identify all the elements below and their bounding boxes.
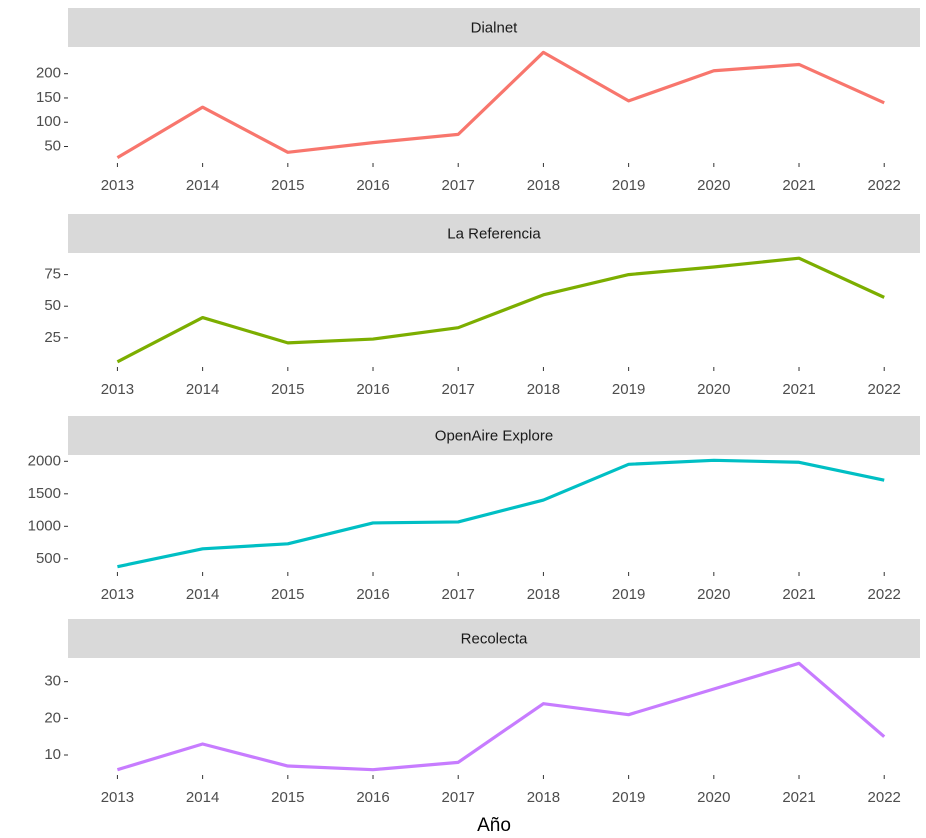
x-tick-label: 2015	[271, 177, 304, 194]
x-tick-label: 2022	[868, 381, 901, 398]
strip	[68, 8, 920, 47]
panel-title: OpenAire Explore	[435, 427, 553, 444]
x-tick-label: 2017	[442, 789, 475, 806]
x-tick-label: 2014	[186, 789, 219, 806]
x-tick-label: 2020	[697, 789, 730, 806]
strip	[68, 416, 920, 455]
data-line	[116, 50, 885, 160]
x-tick-label: 2016	[356, 177, 389, 194]
x-tick-label: 2018	[527, 789, 560, 806]
x-tick-label: 2018	[527, 381, 560, 398]
x-tick-label: 2022	[868, 586, 901, 603]
x-tick-label: 2022	[868, 177, 901, 194]
panel-title: La Referencia	[447, 225, 541, 242]
x-tick-label: 2015	[271, 586, 304, 603]
x-tick-label: 2014	[186, 177, 219, 194]
y-tick-label: 75	[44, 266, 61, 283]
y-tick-label: 100	[36, 113, 61, 130]
x-tick-label: 2021	[782, 177, 815, 194]
x-tick-label: 2013	[101, 586, 134, 603]
x-tick-label: 2016	[356, 789, 389, 806]
y-tick-label: 1500	[28, 485, 61, 502]
x-tick-label: 2020	[697, 586, 730, 603]
x-tick-label: 2018	[527, 586, 560, 603]
x-tick-label: 2017	[442, 177, 475, 194]
y-tick-label: 10	[44, 746, 61, 763]
x-tick-label: 2020	[697, 381, 730, 398]
y-tick-label: 25	[44, 329, 61, 346]
y-tick-label: 150	[36, 89, 61, 106]
x-tick-label: 2021	[782, 381, 815, 398]
y-tick-label: 1000	[28, 517, 61, 534]
x-tick-label: 2015	[271, 789, 304, 806]
x-tick-label: 2015	[271, 381, 304, 398]
x-tick-label: 2020	[697, 177, 730, 194]
x-axis-title: Año	[477, 815, 511, 836]
y-tick-label: 50	[44, 137, 61, 154]
y-tick-label: 500	[36, 550, 61, 567]
data-line	[117, 458, 885, 569]
data-line	[116, 661, 886, 772]
strip	[68, 619, 920, 658]
y-tick-label: 30	[44, 673, 61, 690]
x-tick-label: 2021	[782, 586, 815, 603]
x-tick-label: 2022	[868, 789, 901, 806]
x-tick-label: 2018	[527, 177, 560, 194]
y-tick-label: 200	[36, 65, 61, 82]
x-tick-label: 2016	[356, 381, 389, 398]
x-tick-label: 2019	[612, 586, 645, 603]
strip	[68, 214, 920, 253]
x-tick-label: 2019	[612, 177, 645, 194]
x-tick-label: 2014	[186, 381, 219, 398]
x-tick-label: 2016	[356, 586, 389, 603]
y-tick-label: 2000	[28, 452, 61, 469]
y-tick-label: 20	[44, 709, 61, 726]
x-tick-label: 2013	[101, 177, 134, 194]
x-tick-label: 2021	[782, 789, 815, 806]
x-tick-label: 2014	[186, 586, 219, 603]
x-tick-label: 2013	[101, 381, 134, 398]
x-tick-label: 2019	[612, 381, 645, 398]
x-tick-label: 2019	[612, 789, 645, 806]
data-line	[116, 256, 885, 364]
panel-title: Recolecta	[461, 630, 528, 647]
x-tick-label: 2017	[442, 586, 475, 603]
x-tick-label: 2013	[101, 789, 134, 806]
x-tick-label: 2017	[442, 381, 475, 398]
panel-title: Dialnet	[471, 19, 519, 36]
y-tick-label: 50	[44, 297, 61, 314]
